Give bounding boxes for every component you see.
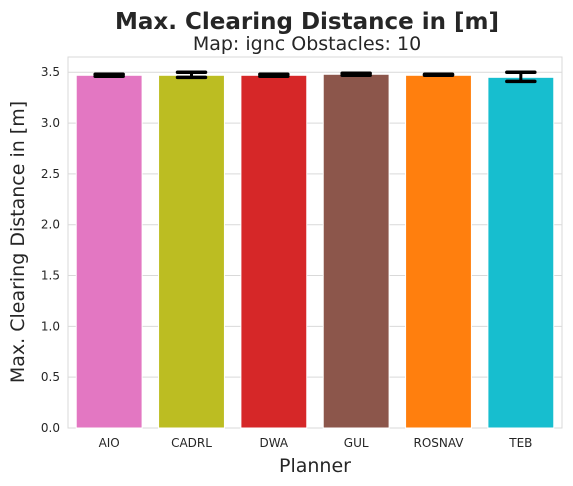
bar-aio (75, 74, 143, 429)
bar-teb (487, 76, 555, 429)
x-tick-label: ROSNAV (413, 436, 464, 450)
y-tick-label: 2.0 (41, 218, 60, 232)
y-tick-label: 1.0 (41, 319, 60, 333)
x-tick-label: CADRL (171, 436, 212, 450)
plot-area (67, 56, 563, 429)
y-tick-label: 0.0 (41, 421, 60, 435)
x-tick-labels: AIO CADRL DWA GUL ROSNAV TEB (99, 436, 533, 450)
error-bars (93, 70, 537, 84)
y-tick-label: 3.0 (41, 116, 60, 130)
y-tick-label: 1.5 (41, 269, 60, 283)
y-tick-label: 2.5 (41, 167, 60, 181)
bar-dwa (240, 74, 308, 429)
y-tick-labels: 0.0 0.5 1.0 1.5 2.0 2.5 3.0 3.5 (41, 65, 60, 435)
chart-title: Max. Clearing Distance in [m] (115, 9, 499, 35)
chart-subtitle: Map: ignc Obstacles: 10 (193, 33, 421, 55)
y-tick-label: 0.5 (41, 370, 60, 384)
gridlines (68, 71, 562, 378)
x-tick-label: AIO (99, 436, 120, 450)
bar-cadrl (158, 74, 225, 429)
x-axis-label: Planner (279, 455, 351, 477)
x-tick-label: TEB (508, 436, 532, 450)
bar-rosnav (405, 74, 472, 429)
y-axis-label: Max. Clearing Distance in [m] (7, 101, 29, 383)
y-tick-label: 3.5 (41, 65, 60, 79)
x-tick-label: GUL (344, 436, 369, 450)
x-tick-label: DWA (259, 436, 288, 450)
bar-gul (322, 73, 390, 429)
bars (75, 73, 555, 429)
